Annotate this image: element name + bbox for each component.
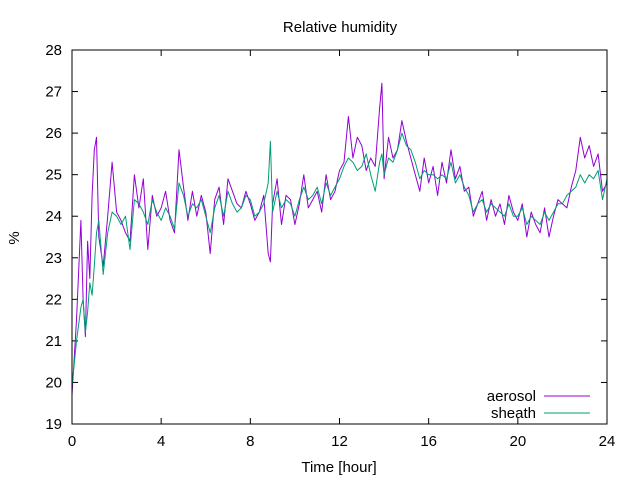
series-group (71, 82, 608, 395)
series-line-sheath (71, 132, 608, 387)
y-tick-label-9: 28 (45, 42, 62, 59)
x-tick-label-3: 12 (331, 433, 348, 450)
y-tick-label-4: 23 (45, 250, 62, 267)
y-axis-label: % (6, 231, 23, 244)
y-tick-label-6: 25 (45, 167, 62, 184)
x-tick-label-0: 0 (68, 433, 76, 450)
x-tick-label-6: 24 (599, 433, 616, 450)
y-tick-label-7: 26 (45, 125, 62, 142)
y-tick-label-0: 19 (45, 416, 62, 433)
chart-title: Relative humidity (283, 19, 398, 36)
y-tick-label-5: 24 (45, 208, 62, 225)
plot-frame (71, 49, 608, 425)
x-tick-label-2: 8 (246, 433, 254, 450)
x-tick-label-4: 16 (420, 433, 437, 450)
y-tick-label-8: 27 (45, 84, 62, 101)
y-tick-label-3: 22 (45, 291, 62, 308)
series-line-aerosol (71, 82, 608, 395)
x-axis-label: Time [hour] (301, 459, 376, 476)
x-tick-label-1: 4 (157, 433, 165, 450)
legend-label-aerosol: aerosol (487, 388, 536, 405)
y-tick-label-2: 21 (45, 333, 62, 350)
legend-label-sheath: sheath (491, 405, 536, 422)
x-tick-label-5: 20 (509, 433, 526, 450)
y-tick-label-1: 20 (45, 374, 62, 391)
